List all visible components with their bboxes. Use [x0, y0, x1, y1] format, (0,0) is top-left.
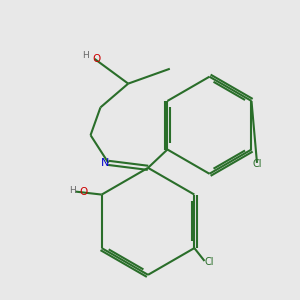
Text: Cl: Cl	[204, 257, 214, 267]
Text: Cl: Cl	[252, 159, 262, 170]
Text: O: O	[79, 187, 87, 197]
Text: N: N	[100, 158, 109, 168]
Text: O: O	[93, 54, 101, 64]
Text: H: H	[69, 186, 76, 195]
Text: H: H	[82, 51, 89, 60]
